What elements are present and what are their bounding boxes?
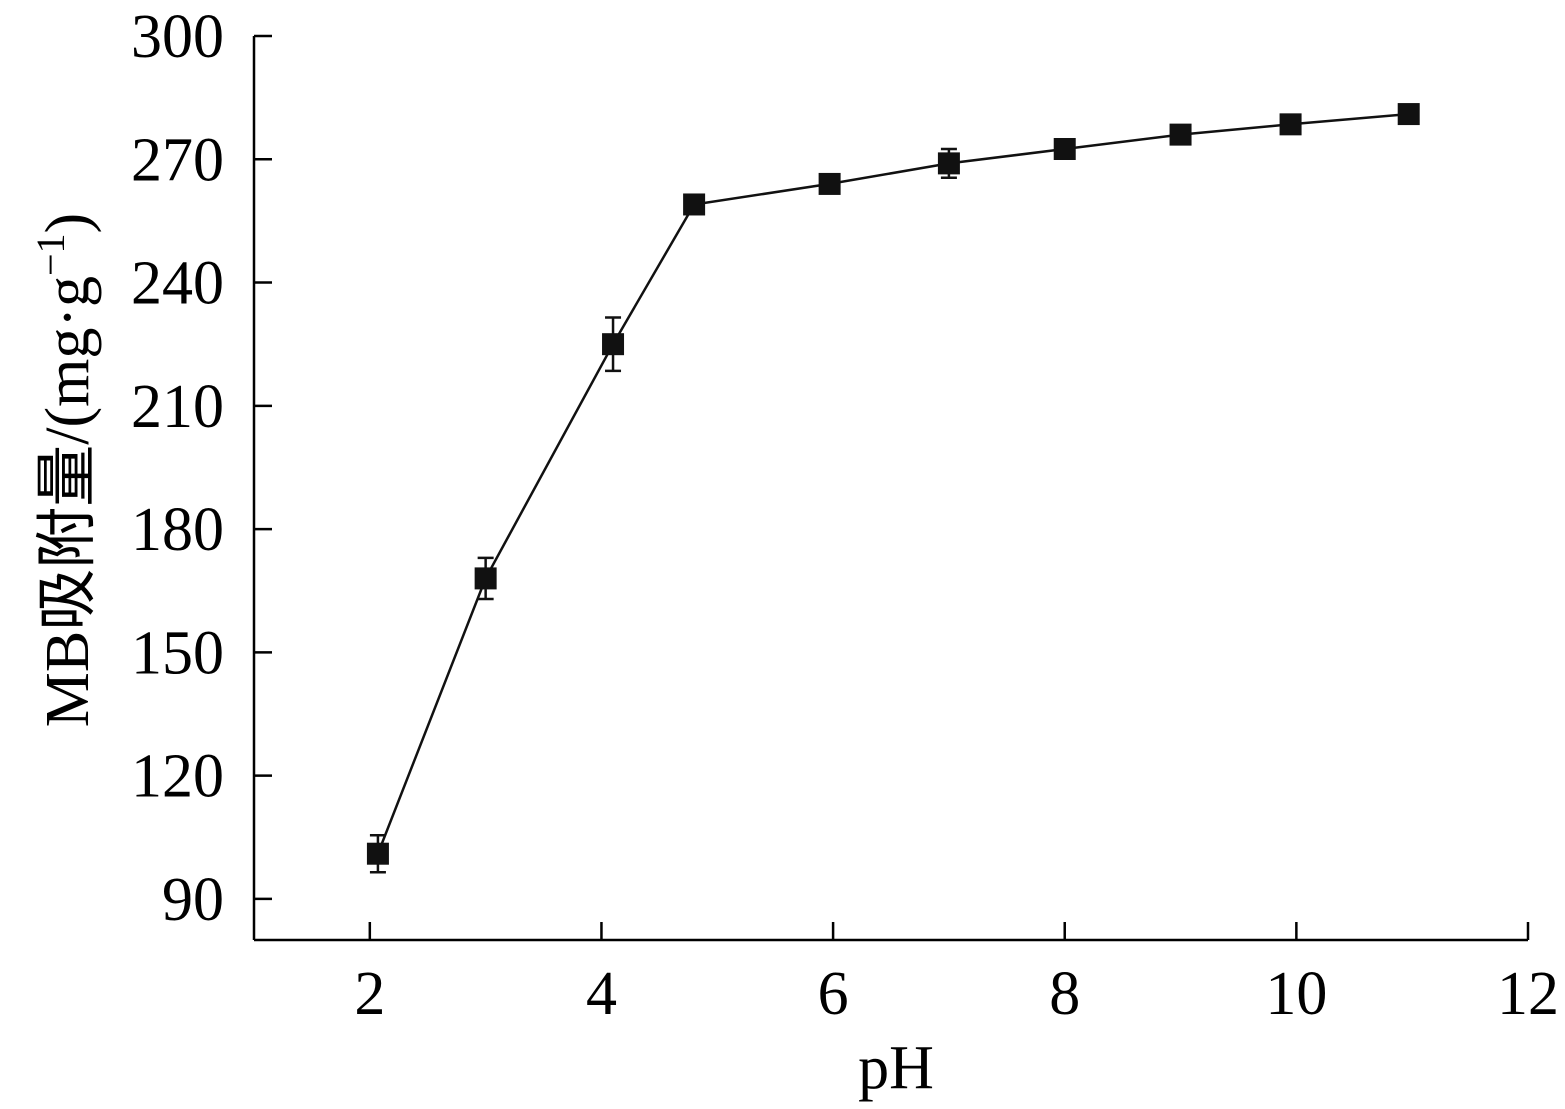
y-tick-label: 240 — [131, 250, 224, 318]
y-tick-label: 180 — [131, 496, 224, 564]
y-tick-label: 90 — [162, 866, 224, 934]
axes — [252, 36, 1528, 942]
data-point — [937, 152, 960, 175]
x-tick-label: 4 — [586, 960, 617, 1028]
data-point — [1279, 113, 1302, 136]
y-tick-label: 270 — [131, 126, 224, 194]
x-ticks: 2 4 6 8 10 12 — [354, 922, 1559, 1028]
x-tick-label: 6 — [818, 960, 849, 1028]
y-tick-label: 120 — [131, 743, 224, 811]
data-point — [1169, 123, 1192, 146]
y-tick-label: 150 — [131, 619, 224, 687]
y-axis-title-close: ) — [34, 213, 102, 234]
markers — [366, 103, 1420, 865]
y-ticks: 90 120 150 180 210 240 270 300 — [131, 3, 272, 934]
x-tick-label: 2 — [354, 960, 385, 1028]
data-point — [474, 567, 497, 590]
x-tick-label: 12 — [1497, 960, 1559, 1028]
data-point — [602, 333, 625, 356]
y-tick-label: 300 — [131, 3, 224, 71]
x-tick-label: 8 — [1049, 960, 1080, 1028]
y-tick-label: 210 — [131, 373, 224, 441]
x-axis-title: pH — [858, 1034, 934, 1102]
error-bars — [369, 106, 1417, 874]
x-tick-label: 10 — [1265, 960, 1327, 1028]
series-line — [376, 112, 1409, 855]
y-axis-title-main: MB吸附量/(mg·g — [34, 276, 102, 727]
data-point — [1397, 103, 1420, 126]
data-point — [818, 172, 841, 195]
data-point — [1053, 138, 1076, 160]
y-axis-title: MB吸附量/(mg·g−1) — [28, 213, 102, 727]
series — [366, 103, 1420, 874]
data-point — [683, 193, 706, 216]
y-axis-title-superscript: −1 — [28, 233, 73, 276]
data-point — [366, 842, 389, 865]
